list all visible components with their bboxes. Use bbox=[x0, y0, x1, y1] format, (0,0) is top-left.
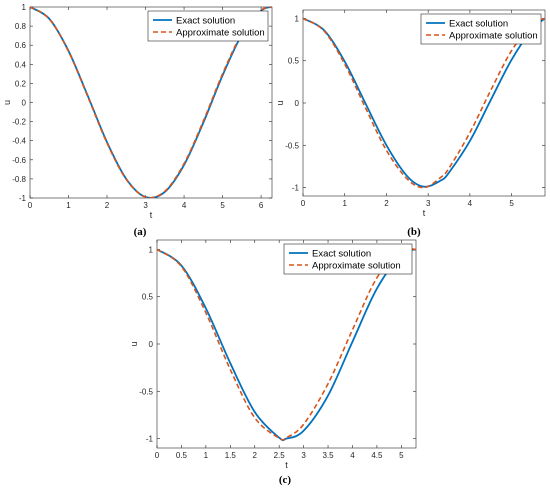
y-tick-label: -1 bbox=[292, 184, 300, 193]
legend-label: Approximate solution bbox=[176, 28, 265, 39]
y-tick-label: 0.8 bbox=[15, 22, 27, 31]
y-tick-label: 0.2 bbox=[15, 79, 27, 88]
y-tick-label: 0.5 bbox=[288, 57, 300, 66]
y-tick-label: -0.2 bbox=[12, 118, 26, 127]
x-tick-label: 4.5 bbox=[371, 451, 383, 460]
approximate-series-line bbox=[157, 247, 416, 441]
plot-area bbox=[156, 239, 417, 449]
x-tick-label: 4 bbox=[182, 201, 187, 210]
y-tick-label: 0 bbox=[295, 99, 300, 108]
x-tick-label: 1.5 bbox=[225, 451, 237, 460]
y-tick-label: 0.6 bbox=[15, 41, 27, 50]
panel-label: (c) bbox=[279, 474, 292, 486]
x-tick-label: 1 bbox=[204, 451, 209, 460]
legend-box bbox=[147, 10, 269, 42]
x-axis-label: t bbox=[150, 210, 153, 220]
y-tick-label: 0.4 bbox=[15, 60, 27, 69]
x-tick-label: 5 bbox=[220, 201, 225, 210]
y-tick-label: -0.4 bbox=[12, 137, 26, 146]
x-tick-label: 6 bbox=[259, 201, 264, 210]
panel-label: (a) bbox=[134, 226, 147, 238]
x-tick-label: 1 bbox=[66, 201, 71, 210]
chart-1: 0 1 2 3 4 5 -1 -0.5 0 0.5 1 t u Exact solutionApproxi… bbox=[275, 9, 546, 238]
legend-label: Exact solution bbox=[449, 19, 508, 30]
x-tick-label: 1 bbox=[342, 199, 347, 208]
x-tick-label: 2 bbox=[105, 201, 110, 210]
y-tick-label: -0.8 bbox=[12, 175, 26, 184]
x-tick-label: 0 bbox=[155, 451, 160, 460]
x-tick-label: 4 bbox=[468, 199, 473, 208]
x-tick-label: 0 bbox=[301, 199, 306, 208]
y-tick-label: 0.5 bbox=[142, 293, 154, 302]
y-tick-label: 0 bbox=[22, 99, 27, 108]
x-tick-label: 2.5 bbox=[274, 451, 286, 460]
y-tick-label: -0.6 bbox=[12, 156, 26, 165]
legend-label: Approximate solution bbox=[449, 31, 538, 42]
x-tick-label: 3 bbox=[143, 201, 148, 210]
x-tick-label: 5 bbox=[509, 199, 514, 208]
y-tick-label: 1 bbox=[149, 245, 154, 254]
x-axis-label: t bbox=[423, 208, 426, 218]
legend-label: Exact solution bbox=[312, 249, 371, 260]
x-tick-label: 2 bbox=[384, 199, 389, 208]
y-axis-label: u bbox=[275, 100, 285, 105]
x-tick-label: 0 bbox=[28, 201, 33, 210]
legend-box bbox=[283, 243, 413, 275]
x-axis-label: t bbox=[285, 460, 288, 470]
legend-label: Approximate solution bbox=[312, 261, 401, 272]
y-axis-label: u bbox=[129, 341, 139, 346]
x-tick-label: 4 bbox=[350, 451, 355, 460]
x-tick-label: 3 bbox=[426, 199, 431, 208]
x-tick-label: 0.5 bbox=[176, 451, 188, 460]
x-tick-label: 3 bbox=[301, 451, 306, 460]
chart-0: 0 1 2 3 4 5 6 -1 -0.8 -0.6 -0.4 -0.2 0 0.2 0.4 0.6 0.8 1 t… bbox=[2, 3, 273, 238]
approximate-series-line bbox=[303, 17, 545, 189]
approximate-series-line bbox=[30, 7, 272, 198]
y-axis-label: u bbox=[2, 100, 12, 105]
y-tick-label: -1 bbox=[19, 194, 27, 203]
y-tick-label: -0.5 bbox=[139, 387, 153, 396]
chart-2: 0 0.5 1 1.5 2 2.5 3 3.5 4 4.5 5 -1 -0.5 0 0.5 1 t u Exact … bbox=[129, 239, 417, 486]
x-tick-label: 5 bbox=[399, 451, 404, 460]
y-tick-label: 1 bbox=[22, 3, 27, 12]
legend-label: Exact solution bbox=[176, 16, 235, 27]
y-tick-label: -1 bbox=[146, 435, 154, 444]
exact-series-line bbox=[303, 17, 545, 188]
y-tick-label: 1 bbox=[295, 14, 300, 23]
y-tick-label: 0 bbox=[149, 340, 154, 349]
x-tick-label: 3.5 bbox=[322, 451, 334, 460]
exact-series-line bbox=[157, 248, 416, 442]
x-tick-label: 2 bbox=[253, 451, 258, 460]
y-tick-label: -0.5 bbox=[285, 141, 299, 150]
panel-label: (b) bbox=[407, 226, 421, 238]
legend-box bbox=[420, 13, 542, 45]
